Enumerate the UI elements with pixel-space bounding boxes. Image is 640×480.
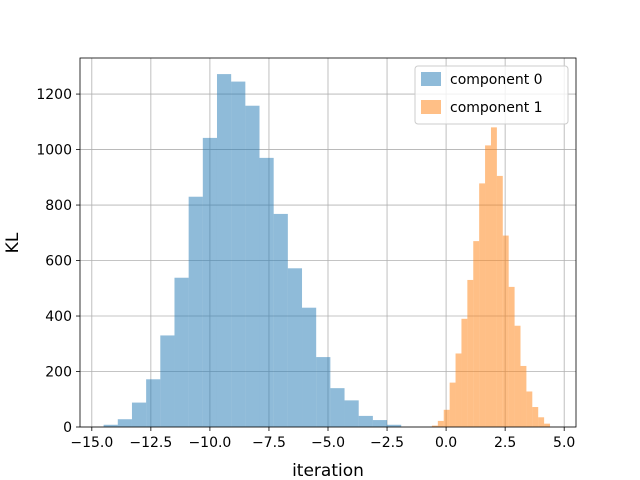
x-tick-label: 5.0 bbox=[553, 435, 575, 451]
histogram-bar-component-1 bbox=[443, 409, 450, 427]
histogram-bars bbox=[103, 74, 551, 428]
histogram-bar-component-1 bbox=[502, 235, 509, 427]
histogram-bar-component-0 bbox=[259, 157, 274, 427]
histogram-bar-component-0 bbox=[387, 424, 402, 427]
x-tick-label: −5.0 bbox=[311, 435, 345, 451]
histogram-bar-component-0 bbox=[146, 379, 161, 427]
histogram-bar-component-0 bbox=[131, 402, 147, 427]
histogram-bar-component-0 bbox=[245, 105, 260, 427]
histogram-bar-component-1 bbox=[485, 145, 491, 428]
histogram-bar-component-0 bbox=[117, 419, 132, 427]
histogram-bar-component-1 bbox=[461, 318, 468, 427]
x-tick-label: −2.5 bbox=[370, 435, 404, 451]
y-tick-label: 1000 bbox=[36, 143, 72, 159]
legend-label-component-1: component 1 bbox=[450, 100, 543, 116]
histogram-bar-component-1 bbox=[520, 365, 527, 427]
x-tick-label: −12.5 bbox=[129, 435, 172, 451]
histogram-bar-component-1 bbox=[538, 417, 545, 427]
histogram-bar-component-1 bbox=[455, 353, 462, 427]
x-tick-label: 0.0 bbox=[435, 435, 457, 451]
y-tick-label: 200 bbox=[45, 365, 72, 381]
histogram-bar-component-1 bbox=[449, 382, 456, 427]
histogram-bar-component-1 bbox=[526, 391, 533, 427]
histogram-bar-component-0 bbox=[174, 277, 189, 427]
histogram-bar-component-1 bbox=[532, 407, 539, 427]
histogram-bar-component-0 bbox=[302, 307, 317, 427]
histogram-bar-component-1 bbox=[467, 279, 474, 427]
y-axis-title: KL bbox=[3, 232, 23, 253]
histogram-bar-component-1 bbox=[473, 241, 480, 427]
histogram-bar-component-0 bbox=[103, 424, 118, 427]
y-tick-label: 400 bbox=[45, 309, 72, 325]
legend: component 0 component 1 bbox=[414, 65, 569, 125]
legend-box bbox=[414, 65, 569, 125]
histogram-bar-component-1 bbox=[490, 127, 497, 427]
x-tick-label: −10.0 bbox=[188, 435, 231, 451]
y-tick-label: 0 bbox=[63, 420, 72, 436]
histogram-bar-component-0 bbox=[160, 335, 175, 427]
histogram-bar-component-1 bbox=[508, 286, 515, 427]
histogram-bar-component-1 bbox=[431, 425, 438, 427]
histogram-bar-component-0 bbox=[287, 268, 303, 427]
x-axis-title: iteration bbox=[292, 461, 364, 480]
x-axis-ticks: −15.0 −12.5 −10.0 −7.5 −5.0 −2.5 0.0 2.5 5.0 bbox=[70, 427, 575, 451]
histogram-bar-component-1 bbox=[544, 423, 551, 427]
y-tick-label: 800 bbox=[45, 198, 72, 214]
histogram-bar-component-0 bbox=[202, 137, 217, 428]
histogram-bar-component-0 bbox=[372, 420, 388, 427]
legend-swatch-component-0 bbox=[421, 72, 441, 86]
x-tick-label: −7.5 bbox=[252, 435, 286, 451]
y-axis-ticks: 0 200 400 600 800 1000 1200 bbox=[36, 87, 80, 436]
legend-label-component-0: component 0 bbox=[450, 72, 543, 88]
histogram-bar-component-0 bbox=[316, 357, 331, 427]
x-tick-label: 2.5 bbox=[494, 435, 516, 451]
histogram-bar-component-1 bbox=[496, 175, 503, 427]
histogram-bar-component-1 bbox=[437, 420, 444, 427]
histogram-bar-component-1 bbox=[514, 325, 521, 427]
legend-swatch-component-1 bbox=[421, 100, 441, 114]
y-tick-label: 1200 bbox=[36, 87, 72, 103]
x-tick-label: −15.0 bbox=[70, 435, 113, 451]
histogram-bar-component-0 bbox=[231, 81, 246, 428]
histogram-bar-component-0 bbox=[273, 213, 288, 427]
histogram-bar-component-0 bbox=[216, 74, 232, 427]
histogram-bar-component-0 bbox=[358, 415, 373, 427]
histogram-bar-component-0 bbox=[330, 388, 345, 427]
histogram-bar-component-1 bbox=[479, 183, 486, 427]
histogram-bar-component-0 bbox=[188, 196, 203, 427]
y-tick-label: 600 bbox=[45, 254, 72, 270]
histogram-bar-component-0 bbox=[344, 400, 359, 427]
